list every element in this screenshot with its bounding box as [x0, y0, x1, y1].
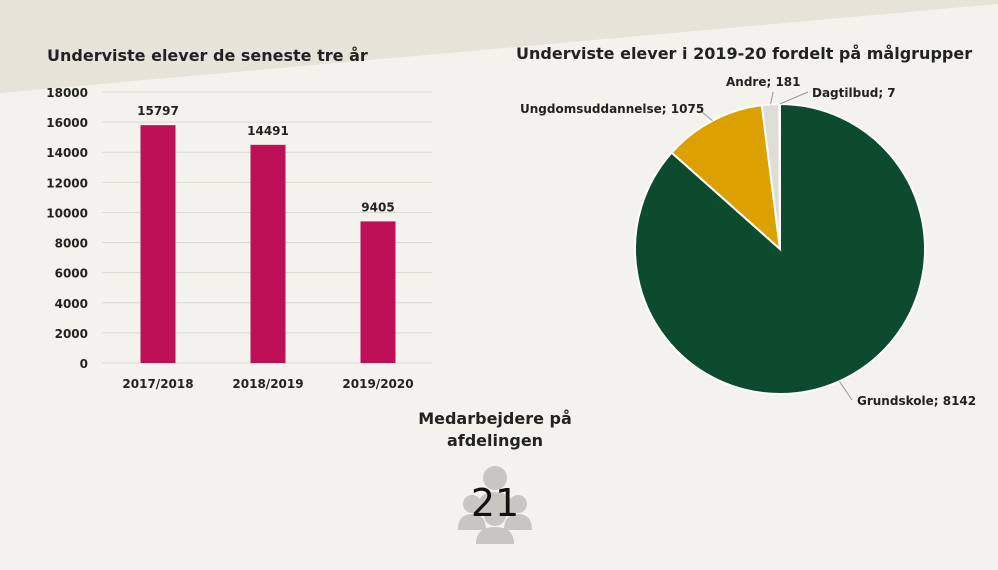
y-tick-label: 8000	[55, 237, 88, 251]
pie-leader-line	[838, 381, 853, 401]
pie-data-label: Dagtilbud; 7	[812, 86, 896, 100]
bar-data-label: 14491	[247, 124, 289, 138]
y-tick-label: 0	[80, 357, 88, 371]
bar	[140, 125, 176, 363]
pie-data-label: Andre; 181	[726, 75, 801, 89]
y-tick-label: 14000	[46, 146, 88, 160]
pie-leader-line	[701, 111, 713, 122]
y-tick-label: 12000	[46, 176, 88, 190]
x-tick-label: 2017/2018	[122, 377, 193, 391]
pie-data-label: Ungdomsuddannelse; 1075	[520, 102, 704, 116]
pie-chart-title: Underviste elever i 2019-20 fordelt på m…	[516, 44, 973, 63]
y-tick-label: 16000	[46, 116, 88, 130]
bar	[250, 144, 286, 363]
x-tick-label: 2018/2019	[232, 377, 303, 391]
y-tick-label: 10000	[46, 206, 88, 220]
bar	[360, 221, 396, 363]
pie-slice	[670, 104, 782, 252]
x-tick-label: 2019/2020	[342, 377, 413, 391]
bar-chart-title: Underviste elever de seneste tre år	[47, 46, 368, 65]
bar-data-label: 9405	[361, 200, 394, 214]
y-tick-label: 2000	[55, 327, 88, 341]
y-tick-label: 6000	[55, 267, 88, 281]
pie-data-label: Grundskole; 8142	[857, 394, 976, 408]
pie-leader-line	[779, 91, 809, 105]
staff-count: 21	[470, 481, 520, 525]
pie-leader-line	[770, 91, 774, 105]
bar-data-label: 15797	[137, 104, 179, 118]
banner-shape	[0, 0, 998, 93]
y-tick-label: 4000	[55, 297, 88, 311]
staff-label: Medarbejdere på afdelingen	[418, 409, 572, 450]
y-tick-label: 18000	[46, 86, 88, 100]
